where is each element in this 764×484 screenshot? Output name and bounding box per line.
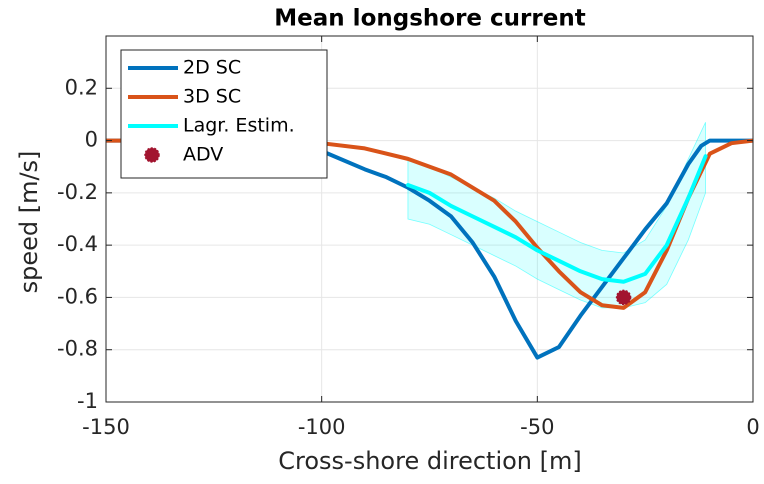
series-line [106,138,753,360]
x-tick-label: 0 [746,415,759,439]
series-line [405,154,708,284]
legend-marker [144,147,160,163]
chart-title: Mean longshore current [274,6,585,32]
confidence-band [407,122,706,309]
legend-label: ADV [183,144,223,166]
y-tick-label: -0.2 [57,180,98,204]
legend-label: 3D SC [183,86,241,108]
x-tick-label: -150 [82,415,130,439]
x-tick-label: -50 [520,415,554,439]
legend: 2D SC 3D SC Lagr. Estim. ADV [120,49,328,179]
legend-label: Lagr. Estim. [183,115,295,137]
x-tick-label: -100 [298,415,346,439]
y-tick-label: -0.6 [57,284,98,308]
y-tick-label: 0 [85,128,98,152]
series-layer [106,122,753,360]
scatter-point [615,289,632,306]
plot-area [106,122,753,360]
y-tick-label: -1 [77,389,98,413]
axes-box [105,35,754,403]
y-axis-label: speed [m/s] [15,151,43,294]
y-tick-label: -0.4 [57,232,98,256]
x-axis-label: Cross-shore direction [m] [278,447,582,475]
y-tick-label: 0.2 [65,75,98,99]
legend-label: 2D SC [183,57,241,79]
y-tick-label: -0.8 [57,337,98,361]
